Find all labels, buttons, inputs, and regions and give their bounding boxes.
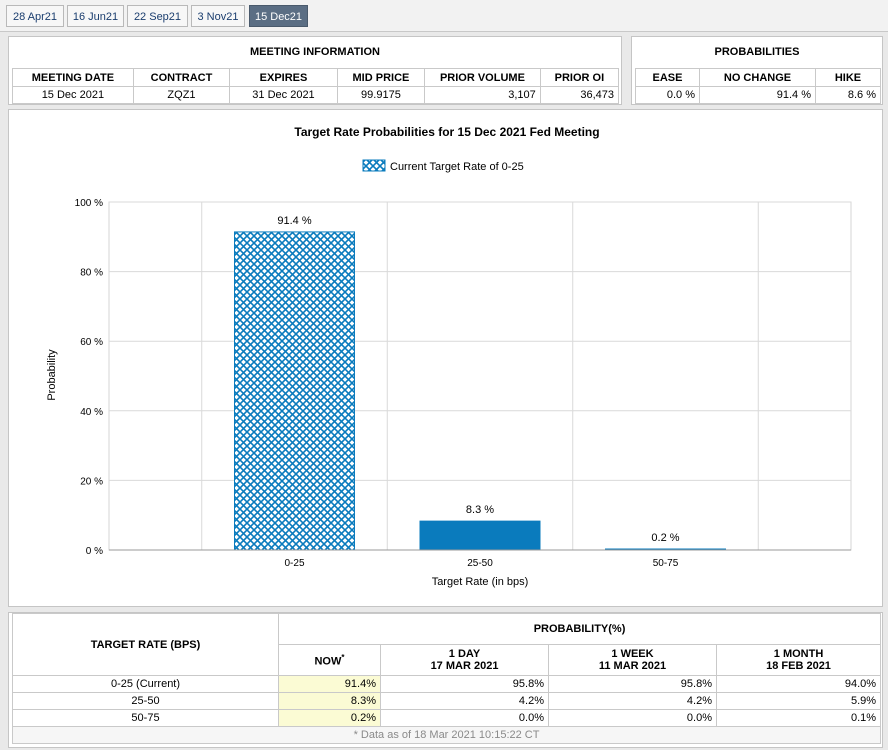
prior-volume-value: 3,107 <box>424 86 541 104</box>
y-tick-label: 60 % <box>80 337 103 348</box>
one-month-cell: 0.1% <box>715 709 882 727</box>
one-week-cell: 4.2% <box>548 692 717 710</box>
now-cell: 0.2% <box>278 709 381 727</box>
contract-value: ZQZ1 <box>132 86 231 104</box>
probabilities-title: PROBABILITIES <box>714 46 800 58</box>
chart-plot-area: 0 % 20 % 40 % 60 % 80 % 100 % 91.4 % 0-25 8.3 % 2… <box>75 198 852 569</box>
table-row: 0-25 (Current) 91.4% 95.8% 95.8% 94.0% <box>12 675 882 693</box>
data-timestamp-footnote: * Data as of 18 Mar 2021 10:15:22 CT <box>11 726 882 744</box>
chart-panel: Target Rate Probabilities for 15 Dec 202… <box>8 109 883 607</box>
one-month-date: 18 FEB 2021 <box>766 660 831 672</box>
hike-value: 8.6 % <box>815 86 881 104</box>
one-week-header: 1 WEEK 11 MAR 2021 <box>548 644 717 676</box>
now-footnote-mark: * <box>341 652 345 662</box>
one-week-cell: 95.8% <box>548 675 717 693</box>
one-day-header: 1 DAY 17 MAR 2021 <box>380 644 549 676</box>
y-tick-label: 80 % <box>80 268 103 279</box>
probabilities-value-row: 0.0 % 91.4 % 8.6 % <box>635 86 881 104</box>
one-day-cell: 95.8% <box>380 675 549 693</box>
one-week-label: 1 WEEK <box>611 648 654 660</box>
contract-header: CONTRACT <box>132 68 231 87</box>
bar-value-label: 91.4 % <box>277 215 311 227</box>
y-tick-label: 100 % <box>75 198 103 209</box>
target-rate-chart: Target Rate Probabilities for 15 Dec 202… <box>46 125 852 588</box>
plot-frame <box>108 201 852 551</box>
meeting-information-header-row: MEETING DATE CONTRACT EXPIRES MID PRICE … <box>12 68 620 87</box>
y-tick-label: 0 % <box>86 546 103 557</box>
legend-label[interactable]: Current Target Rate of 0-25 <box>390 161 524 173</box>
one-month-cell: 5.9% <box>715 692 882 710</box>
probability-table-panel: TARGET RATE (BPS) PROBABILITY(%) NOW* 1 … <box>8 612 883 748</box>
tab-3-nov21[interactable]: 3 Nov21 <box>191 5 245 27</box>
now-cell: 8.3% <box>278 692 381 710</box>
x-axis-label: Target Rate (in bps) <box>432 576 529 588</box>
rate-cell: 0-25 (Current) <box>12 675 279 693</box>
probability-header-row: TARGET RATE (BPS) PROBABILITY(%) <box>12 613 882 676</box>
no-change-value: 91.4 % <box>699 86 816 104</box>
prior-oi-value: 36,473 <box>539 86 620 104</box>
target-rate-header: TARGET RATE (BPS) <box>12 613 279 676</box>
one-month-label: 1 MONTH <box>773 648 824 660</box>
bar[interactable] <box>234 231 355 551</box>
one-day-cell: 0.0% <box>380 709 549 727</box>
legend-swatch <box>362 159 386 172</box>
y-tick-label: 40 % <box>80 407 103 418</box>
one-day-date: 17 MAR 2021 <box>430 660 499 672</box>
meeting-tabs: 28 Apr21 16 Jun21 22 Sep21 3 Nov21 15 De… <box>0 0 888 32</box>
mid-price-value: 99.9175 <box>336 86 426 104</box>
now-label: NOW <box>314 655 342 668</box>
rate-cell: 25-50 <box>12 692 279 710</box>
one-month-header: 1 MONTH 18 FEB 2021 <box>715 644 882 676</box>
x-tick-label: 25-50 <box>467 558 493 569</box>
tab-16-jun21[interactable]: 16 Jun21 <box>67 5 124 27</box>
bar[interactable] <box>419 520 541 551</box>
meeting-information-panel: MEETING INFORMATION MEETING DATE CONTRAC… <box>8 36 622 105</box>
one-day-cell: 4.2% <box>380 692 549 710</box>
meeting-information-title: MEETING INFORMATION <box>250 46 380 58</box>
probabilities-header-row: EASE NO CHANGE HIKE <box>635 68 881 87</box>
no-change-header: NO CHANGE <box>699 68 816 87</box>
one-week-cell: 0.0% <box>548 709 717 727</box>
footnote-row: * Data as of 18 Mar 2021 10:15:22 CT <box>11 726 882 744</box>
ease-header: EASE <box>635 68 700 87</box>
expires-header: EXPIRES <box>229 68 338 87</box>
rate-cell: 50-75 <box>12 709 279 727</box>
bar-value-label: 0.2 % <box>651 532 679 544</box>
x-tick-label: 50-75 <box>653 558 679 569</box>
probability-table: TARGET RATE (BPS) PROBABILITY(%) NOW* 1 … <box>11 613 882 744</box>
now-cell: 91.4% <box>278 675 381 693</box>
mid-price-header: MID PRICE <box>336 68 426 87</box>
y-tick-label: 20 % <box>80 476 103 487</box>
bar-value-label: 8.3 % <box>466 504 494 516</box>
tab-28-apr21[interactable]: 28 Apr21 <box>6 5 64 27</box>
one-day-label: 1 DAY <box>448 648 481 660</box>
ease-value: 0.0 % <box>635 86 700 104</box>
table-row: 50-75 0.2% 0.0% 0.0% 0.1% <box>12 709 882 727</box>
now-header: NOW* <box>278 644 381 676</box>
expires-value: 31 Dec 2021 <box>229 86 338 104</box>
y-axis-label: Probability <box>46 349 58 401</box>
hike-header: HIKE <box>815 68 881 87</box>
probabilities-table: EASE NO CHANGE HIKE 0.0 % 91.4 % 8.6 % <box>635 68 881 104</box>
probabilities-panel: PROBABILITIES EASE NO CHANGE HIKE 0.0 % … <box>631 36 883 105</box>
prior-oi-header: PRIOR OI <box>539 68 620 87</box>
meeting-information-value-row: 15 Dec 2021 ZQZ1 31 Dec 2021 99.9175 3,1… <box>12 86 620 104</box>
tab-22-sep21[interactable]: 22 Sep21 <box>127 5 188 27</box>
prior-volume-header: PRIOR VOLUME <box>424 68 541 87</box>
meeting-date-value: 15 Dec 2021 <box>12 86 134 104</box>
probability-percent-header: PROBABILITY(%) <box>277 613 882 645</box>
meeting-information-table: MEETING DATE CONTRACT EXPIRES MID PRICE … <box>12 68 620 104</box>
meeting-date-header: MEETING DATE <box>12 68 134 87</box>
x-tick-label: 0-25 <box>284 558 304 569</box>
one-week-date: 11 MAR 2021 <box>598 660 667 672</box>
table-row: 25-50 8.3% 4.2% 4.2% 5.9% <box>12 692 882 710</box>
tab-15-dec21[interactable]: 15 Dec21 <box>249 5 308 27</box>
one-month-cell: 94.0% <box>715 675 882 693</box>
chart-title: Target Rate Probabilities for 15 Dec 202… <box>294 125 599 139</box>
probability-subheader-row: NOW* 1 DAY 17 MAR 2021 1 WEEK 11 MAR 2021 … <box>13 644 882 676</box>
